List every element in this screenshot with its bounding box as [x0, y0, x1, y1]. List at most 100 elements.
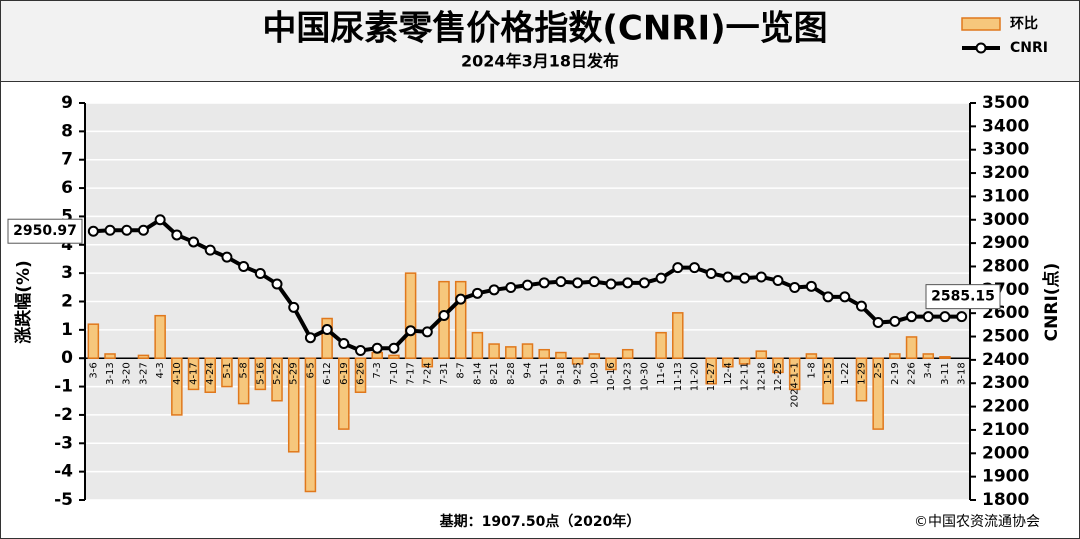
y-tick-label: -3	[54, 433, 73, 453]
x-tick-label: 10-9	[589, 362, 600, 385]
x-tick-label: 11-27	[706, 362, 717, 391]
bar	[738, 357, 751, 365]
y-tick-label: 2	[61, 292, 73, 312]
point	[388, 342, 400, 354]
point	[588, 276, 600, 288]
bar	[154, 314, 166, 359]
y2-tick-label: 2400	[982, 350, 1029, 370]
x-tick-label: 9-11	[539, 362, 550, 385]
x-tick-label: 5-8	[239, 362, 250, 378]
x-tick-label: 3-20	[122, 362, 133, 385]
bar	[672, 312, 684, 359]
point	[538, 277, 550, 289]
point	[956, 311, 968, 323]
bar	[137, 354, 150, 359]
x-tick-label: 12-18	[756, 362, 767, 391]
y-tick-label: -1	[54, 377, 73, 397]
bar	[922, 353, 935, 359]
y2-tick-label: 1800	[982, 490, 1029, 510]
bar	[404, 272, 417, 359]
source: ©中国农资流通协会	[914, 514, 1040, 530]
bar	[655, 331, 667, 359]
point	[405, 325, 417, 337]
bar	[772, 357, 784, 374]
point	[688, 262, 700, 274]
x-tick-label: 7-31	[439, 362, 450, 385]
bar	[939, 356, 951, 359]
point	[739, 272, 751, 284]
point	[622, 277, 634, 289]
point	[505, 281, 517, 293]
point	[672, 262, 684, 274]
point	[906, 311, 918, 323]
y2-axis-label: CNRI(点)	[1041, 263, 1062, 342]
legend-marker	[975, 42, 987, 54]
point	[855, 300, 867, 312]
x-tick-label: 1-29	[856, 362, 867, 385]
y-tick-label: 8	[61, 121, 73, 141]
x-tick-label: 3-18	[957, 362, 968, 385]
y-tick-label: -5	[54, 490, 73, 510]
x-tick-label: 11-20	[689, 362, 700, 391]
x-tick-label: 12-25	[773, 362, 784, 391]
legend-swatch	[961, 17, 1001, 31]
bar	[605, 357, 617, 371]
x-tick-label: 4-24	[205, 362, 216, 385]
x-tick-label: 2-26	[907, 362, 918, 385]
point	[872, 317, 884, 329]
bar	[187, 357, 200, 391]
x-tick-label: 1-8	[806, 362, 817, 378]
x-tick-label: 10-16	[606, 362, 617, 391]
bar	[354, 357, 367, 393]
bar	[521, 343, 534, 359]
x-tick-label: 2-19	[890, 362, 901, 385]
bar	[488, 343, 500, 359]
bar	[237, 357, 250, 405]
x-tick-label: 12-4	[723, 362, 734, 385]
point	[421, 326, 433, 338]
point	[254, 267, 266, 279]
point	[889, 315, 901, 327]
x-tick-label: 1-15	[823, 362, 834, 385]
x-tick-label: 5-29	[289, 362, 300, 385]
y-tick-label: 9	[61, 93, 73, 113]
bar	[571, 357, 584, 365]
point	[171, 229, 183, 241]
x-tick-label: 1-22	[840, 362, 851, 385]
x-tick-label: 6-5	[305, 362, 316, 378]
chart-title: 中国尿素零售价格指数(CNRI)一览图	[262, 9, 827, 49]
y-tick-label: 3	[61, 263, 73, 283]
x-tick-label: 8-7	[456, 362, 467, 378]
y-tick-label: 7	[61, 150, 73, 170]
x-tick-label: 7-10	[389, 362, 400, 385]
point	[238, 260, 250, 272]
point	[304, 332, 316, 344]
point	[805, 280, 817, 292]
bar	[788, 357, 801, 391]
point	[488, 284, 500, 296]
point	[772, 274, 784, 286]
point	[455, 293, 467, 305]
bar	[722, 357, 734, 368]
bar	[204, 357, 216, 393]
y2-tick-label: 2000	[982, 443, 1029, 463]
point	[271, 278, 283, 290]
y2-tick-label: 3400	[982, 116, 1029, 136]
bar	[805, 353, 818, 359]
y-tick-label: 5	[61, 206, 73, 226]
bar	[471, 331, 484, 359]
x-tick-label: 7-24	[422, 362, 433, 385]
x-tick-label: 7-17	[406, 362, 417, 385]
bar	[421, 357, 434, 368]
footnote: 基期：1907.50点（2020年）	[440, 513, 641, 530]
bar	[705, 357, 717, 385]
bar	[171, 357, 183, 416]
bar	[271, 357, 283, 402]
point	[137, 224, 149, 236]
x-tick-label: 6-19	[339, 362, 350, 385]
annotation-box	[925, 284, 1001, 310]
x-tick-label: 4-10	[172, 362, 183, 385]
x-tick-label: 11-13	[673, 362, 684, 391]
x-tick-label: 9-25	[573, 362, 584, 385]
x-tick-label: 8-14	[472, 362, 483, 385]
